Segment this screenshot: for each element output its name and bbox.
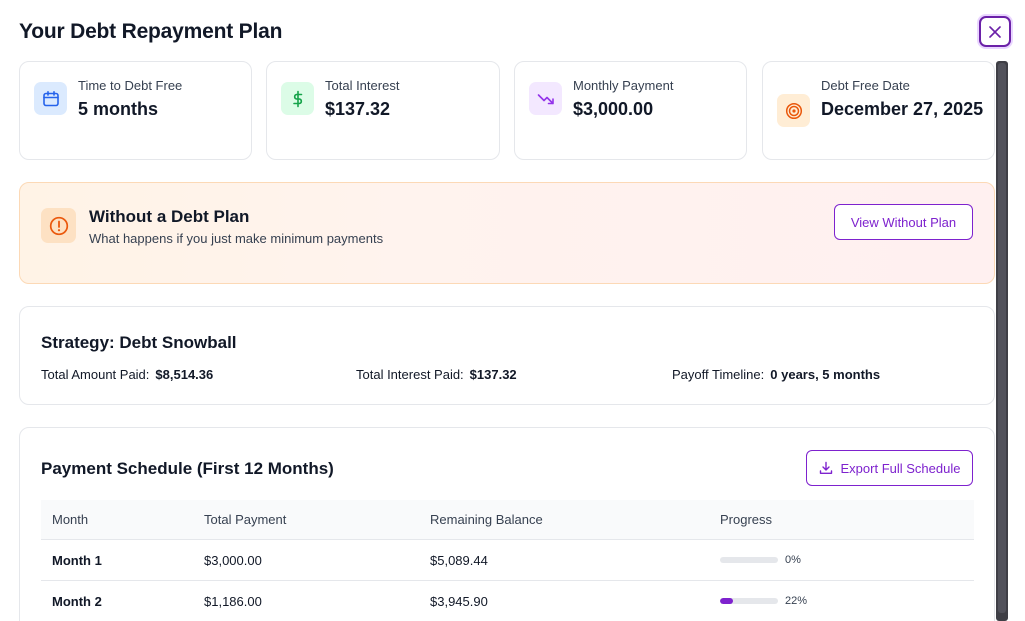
without-plan-subtitle: What happens if you just make minimum pa… <box>89 231 384 246</box>
total-interest-paid: Total Interest Paid: $137.32 <box>356 367 517 382</box>
payoff-timeline-label: Payoff Timeline: <box>672 367 765 382</box>
stat-label: Debt Free Date <box>821 78 910 93</box>
export-schedule-button[interactable]: Export Full Schedule <box>806 450 973 486</box>
progress-percent: 0% <box>785 554 801 566</box>
alert-circle-icon <box>41 208 76 243</box>
stat-label: Total Interest <box>325 78 400 93</box>
progress-bar <box>720 598 778 604</box>
table-row: Month 1 $3,000.00 $5,089.44 0% <box>41 540 974 581</box>
stat-card-monthly: Monthly Payment $3,000.00 <box>514 61 747 160</box>
progress-fill <box>720 598 733 604</box>
payoff-timeline-value: 0 years, 5 months <box>770 367 881 382</box>
payoff-timeline: Payoff Timeline: 0 years, 5 months <box>672 367 880 382</box>
stat-value: $137.32 <box>325 99 391 119</box>
download-icon <box>819 461 832 474</box>
stat-value: December 27, 2025 <box>821 99 984 119</box>
total-interest-paid-value: $137.32 <box>469 367 517 382</box>
scrollbar-thumb[interactable] <box>998 63 1006 613</box>
stat-card-date: Debt Free Date December 27, 2025 <box>762 61 995 160</box>
progress-bar <box>720 557 778 563</box>
stat-card-interest: Total Interest $137.32 <box>266 61 500 160</box>
export-schedule-label: Export Full Schedule <box>840 460 961 476</box>
strategy-title: Strategy: Debt Snowball <box>41 333 237 352</box>
row-balance: $5,089.44 <box>430 553 488 568</box>
row-month: Month 2 <box>52 594 102 609</box>
table-row: Month 2 $1,186.00 $3,945.90 22% <box>41 581 974 621</box>
col-progress: Progress <box>720 512 773 527</box>
trending-down-icon <box>529 82 562 115</box>
row-balance: $3,945.90 <box>430 594 488 609</box>
stat-value: 5 months <box>78 99 159 119</box>
close-button[interactable] <box>979 16 1011 47</box>
schedule-title: Payment Schedule (First 12 Months) <box>41 459 334 478</box>
schedule-table: Month Total Payment Remaining Balance Pr… <box>41 500 974 621</box>
col-remaining-balance: Remaining Balance <box>430 512 543 527</box>
total-amount-paid-value: $8,514.36 <box>155 367 214 382</box>
payment-schedule-card: Payment Schedule (First 12 Months) Expor… <box>19 427 995 621</box>
calendar-icon <box>34 82 67 115</box>
target-icon <box>777 94 810 127</box>
strategy-card: Strategy: Debt Snowball Total Amount Pai… <box>19 306 995 405</box>
table-header: Month Total Payment Remaining Balance Pr… <box>41 500 974 540</box>
total-interest-paid-label: Total Interest Paid: <box>356 367 464 382</box>
close-icon <box>989 25 1001 38</box>
stat-value: $3,000.00 <box>573 99 654 119</box>
stat-card-time: Time to Debt Free 5 months <box>19 61 252 160</box>
without-plan-card: Without a Debt Plan What happens if you … <box>19 182 995 284</box>
scrollbar[interactable] <box>996 61 1008 621</box>
stat-label: Monthly Payment <box>573 78 674 93</box>
modal-title: Your Debt Repayment Plan <box>19 20 283 43</box>
row-month: Month 1 <box>52 553 102 568</box>
view-without-plan-button[interactable]: View Without Plan <box>834 204 973 240</box>
without-plan-title: Without a Debt Plan <box>89 207 250 226</box>
dollar-icon <box>281 82 314 115</box>
col-total-payment: Total Payment <box>204 512 287 527</box>
col-month: Month <box>52 512 89 527</box>
progress-percent: 22% <box>785 595 808 607</box>
total-amount-paid: Total Amount Paid: $8,514.36 <box>41 367 213 382</box>
row-payment: $3,000.00 <box>204 553 262 568</box>
total-amount-paid-label: Total Amount Paid: <box>41 367 150 382</box>
stat-label: Time to Debt Free <box>78 78 183 93</box>
row-payment: $1,186.00 <box>204 594 262 609</box>
